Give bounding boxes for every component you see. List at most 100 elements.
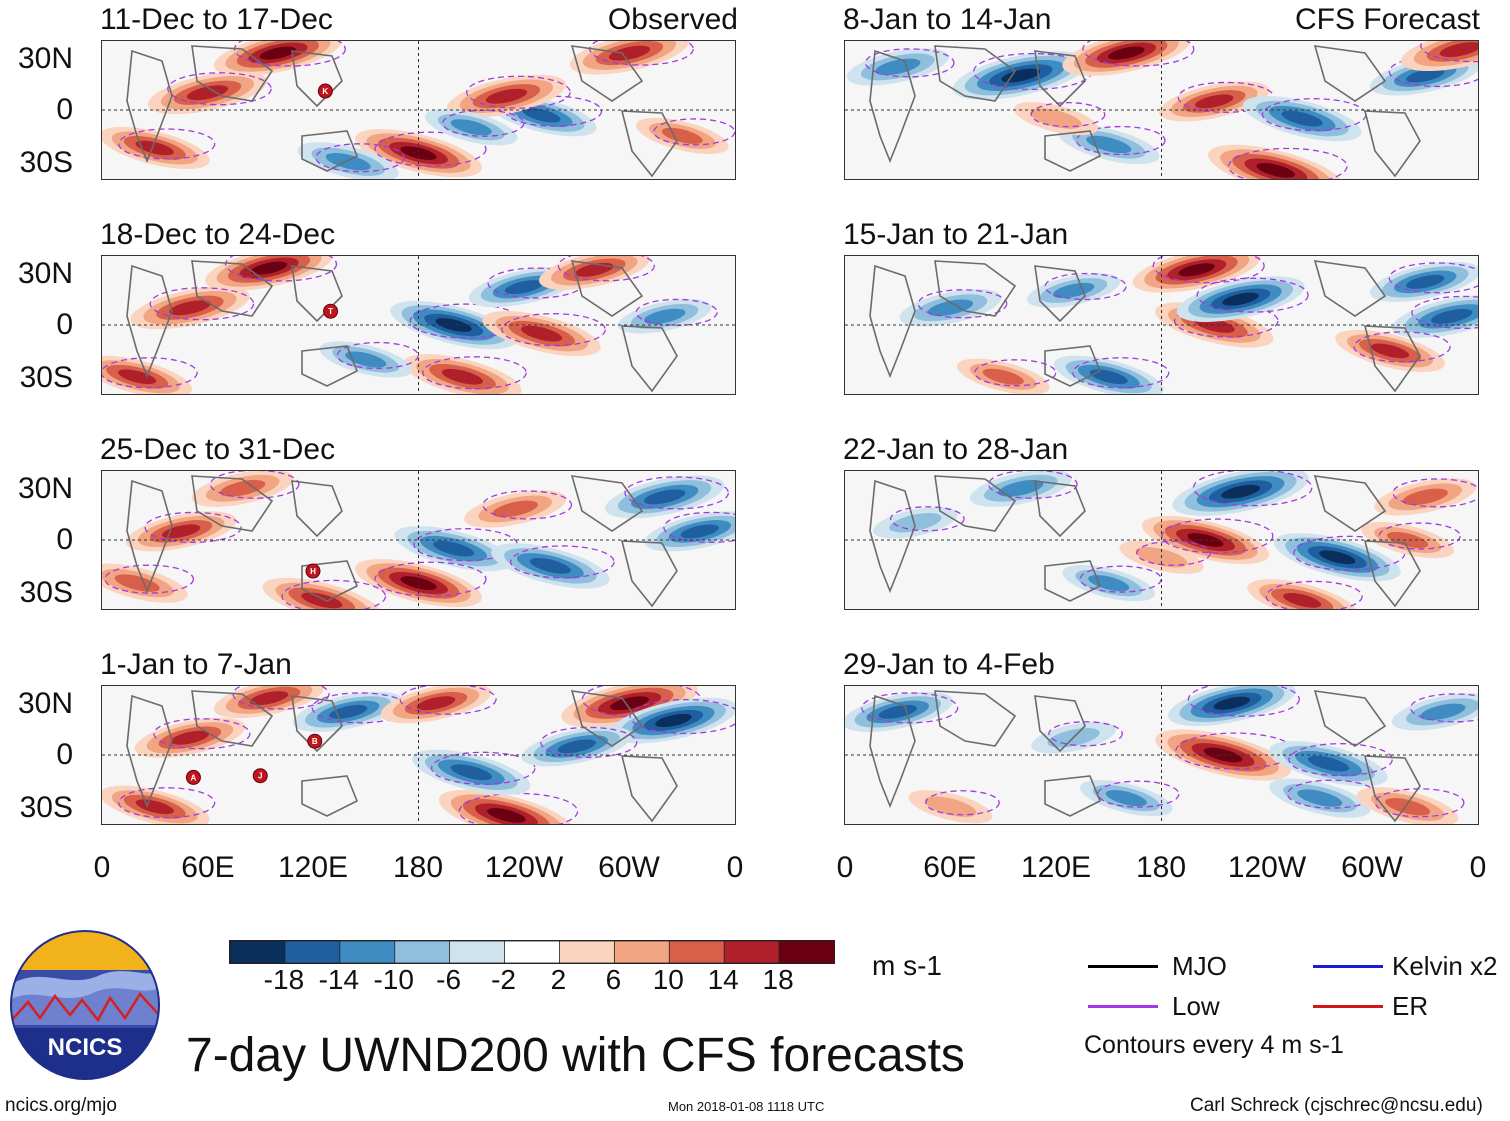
- low-contour: [430, 751, 536, 785]
- low-contour: [281, 579, 387, 609]
- low-contour: [1374, 788, 1465, 818]
- coastline: [291, 480, 343, 538]
- coastline: [934, 260, 1017, 317]
- coastline: [1363, 755, 1421, 823]
- anomaly-blob: [557, 739, 596, 754]
- legend-mjo-label: MJO: [1172, 951, 1227, 981]
- map-panel-4: B A J: [101, 685, 736, 825]
- logo-text: NCICS: [48, 1034, 123, 1061]
- anomaly-blob: [441, 368, 484, 385]
- anomaly-blob: [400, 146, 437, 161]
- colorbar-segment: [284, 940, 341, 964]
- colorbar-tick: 14: [707, 964, 739, 995]
- lat-label-eq: 0: [56, 523, 73, 556]
- anomaly-blob: [1052, 282, 1095, 299]
- anomaly-blob: [249, 691, 289, 706]
- coastline: [1044, 775, 1102, 817]
- anomaly-blob: [450, 119, 492, 136]
- coastline: [1363, 540, 1421, 608]
- map-panel-2: T: [101, 255, 736, 395]
- legend-low-label: Low: [1172, 991, 1220, 1021]
- lat-label-30s: 30S: [19, 791, 73, 824]
- low-contour: [1227, 147, 1348, 179]
- anomaly-blob: [643, 308, 686, 325]
- anomaly-blob: [643, 489, 686, 505]
- coastline: [1313, 45, 1387, 102]
- colorbar-segment: [394, 940, 451, 964]
- lat-label-30n: 30N: [17, 42, 73, 75]
- coastline: [869, 49, 916, 164]
- legend-er-line: [1313, 1005, 1383, 1008]
- anomaly-blob: [998, 479, 1044, 497]
- lat-label-30n: 30N: [17, 472, 73, 505]
- low-contour: [1411, 295, 1478, 329]
- coastline: [1044, 345, 1102, 387]
- low-contour: [336, 341, 419, 370]
- low-contour: [1192, 471, 1313, 507]
- coastline: [1044, 130, 1102, 172]
- lat-label-30n: 30N: [17, 257, 73, 290]
- anomaly-blob: [655, 713, 692, 728]
- units-label: m s-1: [872, 950, 942, 981]
- anomaly-blob: [1221, 484, 1261, 499]
- anomaly-blob: [1108, 46, 1145, 60]
- panel-title-4: 1-Jan to 7-Jan: [100, 648, 292, 681]
- anomaly-blob: [487, 808, 526, 823]
- storm-marker: H: [305, 563, 321, 579]
- anomaly-blob: [927, 299, 974, 317]
- colorbar-segment: [504, 940, 561, 964]
- coastline: [1363, 325, 1421, 393]
- low-contour: [1353, 331, 1451, 363]
- map-panel-1: K: [101, 40, 736, 180]
- lon-label: 0: [726, 851, 744, 884]
- low-contour: [1265, 580, 1363, 609]
- anomaly-blob: [1387, 531, 1429, 549]
- anomaly-blob: [186, 85, 229, 101]
- storm-label: B: [312, 737, 318, 746]
- low-contour: [1161, 518, 1274, 554]
- lon-label: 120W: [1227, 851, 1307, 884]
- anomaly-blob: [1213, 696, 1251, 710]
- ncics-logo: NCICS: [10, 930, 160, 1080]
- colorbar-segment: [723, 940, 780, 964]
- anomaly-blob: [1370, 343, 1410, 359]
- low-contour: [1152, 256, 1265, 284]
- low-contour: [144, 511, 242, 543]
- anomaly-blob: [680, 524, 720, 539]
- coastline: [620, 110, 678, 178]
- low-contour: [374, 561, 487, 597]
- coastline: [126, 694, 173, 809]
- low-contour: [422, 356, 527, 390]
- low-contour: [1079, 565, 1162, 593]
- low-contour: [663, 511, 735, 543]
- coastline: [934, 45, 1017, 102]
- colorbar-segment: [449, 940, 506, 964]
- coastline: [1313, 260, 1387, 317]
- low-contour: [1075, 125, 1166, 156]
- coastline: [934, 690, 1017, 747]
- anomaly-blob: [924, 796, 977, 817]
- anomaly-blob: [416, 696, 456, 711]
- legend-er-label: ER: [1392, 991, 1429, 1021]
- anomaly-blob: [504, 280, 544, 295]
- low-contour: [624, 476, 729, 510]
- storm-marker: T: [323, 303, 339, 319]
- coastline: [191, 260, 274, 317]
- anomaly-blob: [1283, 593, 1322, 608]
- low-contour: [1072, 357, 1170, 389]
- low-contour: [1097, 780, 1180, 808]
- coastline: [301, 130, 359, 172]
- coastline: [301, 345, 359, 387]
- coastline: [301, 560, 359, 602]
- contour-note: Contours every 4 m s-1: [1084, 1031, 1344, 1059]
- colorbar-tick: -2: [491, 964, 516, 995]
- low-contour: [167, 72, 272, 106]
- anomaly-blob: [259, 46, 297, 60]
- anomaly-blob: [1001, 68, 1041, 83]
- anomaly-blob: [170, 730, 210, 745]
- website-link[interactable]: ncics.org/mjo: [5, 1095, 117, 1116]
- figure-title: 7-day UWND200 with CFS forecasts: [186, 1029, 965, 1082]
- lon-label: 120W: [484, 851, 564, 884]
- coastline: [620, 755, 678, 823]
- panel-title-3: 25-Dec to 31-Dec: [100, 433, 336, 466]
